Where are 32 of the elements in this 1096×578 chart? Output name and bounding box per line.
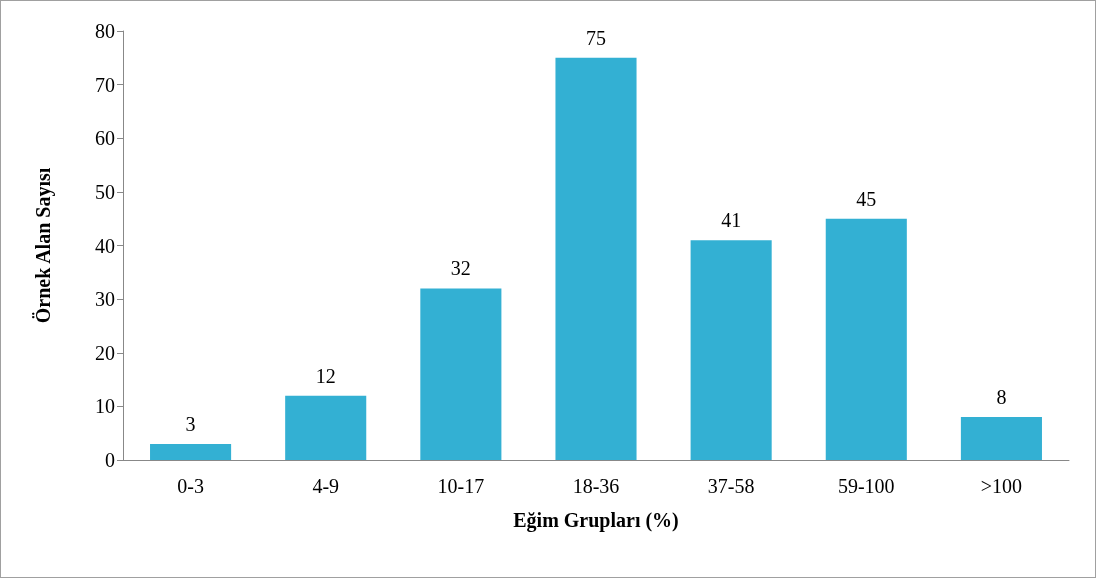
x-tick-label: 37-58 bbox=[707, 475, 755, 497]
bar bbox=[960, 417, 1042, 460]
data-label: 41 bbox=[721, 209, 742, 232]
y-tick-label: 30 bbox=[95, 288, 115, 311]
y-tick-label: 10 bbox=[95, 395, 115, 418]
bar bbox=[420, 288, 502, 460]
y-tick-label: 70 bbox=[95, 73, 115, 96]
bar bbox=[285, 395, 367, 460]
x-tick-label: 0-3 bbox=[177, 475, 204, 497]
bar bbox=[825, 218, 907, 460]
x-tick-label: 10-17 bbox=[437, 475, 485, 497]
bar bbox=[555, 57, 637, 460]
y-axis-title: Örnek Alan Sayısı bbox=[32, 167, 55, 324]
y-tick-label: 50 bbox=[95, 180, 115, 203]
x-tick-label: 4-9 bbox=[312, 475, 340, 497]
data-label: 32 bbox=[450, 257, 471, 280]
y-tick-label: 40 bbox=[95, 234, 115, 257]
bar bbox=[690, 240, 772, 460]
x-axis-title: Eğim Grupları (%) bbox=[513, 509, 679, 532]
x-tick-label: >100 bbox=[980, 475, 1023, 497]
bar bbox=[150, 443, 232, 460]
data-label: 12 bbox=[315, 364, 336, 387]
y-tick-label: 60 bbox=[95, 127, 115, 150]
y-tick-label: 20 bbox=[95, 341, 115, 364]
data-label: 8 bbox=[996, 386, 1007, 409]
x-tick-label: 18-36 bbox=[572, 475, 620, 497]
x-tick-label: 59-100 bbox=[837, 475, 895, 497]
y-tick-label: 80 bbox=[95, 20, 115, 42]
data-label: 45 bbox=[856, 187, 877, 210]
y-tick-label: 0 bbox=[105, 449, 115, 471]
data-label: 75 bbox=[586, 26, 606, 49]
data-label: 3 bbox=[185, 412, 196, 435]
